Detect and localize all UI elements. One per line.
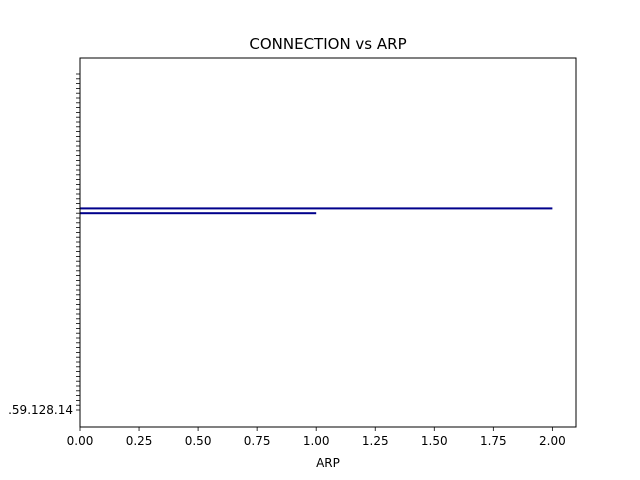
x-tick-label: 1.00 bbox=[303, 434, 330, 448]
chart-title: CONNECTION vs ARP bbox=[249, 35, 406, 53]
x-axis-label: ARP bbox=[316, 456, 340, 470]
y-axis: .59.128.14 bbox=[8, 73, 80, 417]
x-tick-label: 1.75 bbox=[480, 434, 507, 448]
bar bbox=[80, 212, 317, 215]
x-tick-label: 2.00 bbox=[539, 434, 566, 448]
x-tick-label: 0.50 bbox=[185, 434, 212, 448]
x-tick-label: 0.00 bbox=[67, 434, 94, 448]
x-tick-label: 1.50 bbox=[421, 434, 448, 448]
x-tick-label: 0.75 bbox=[244, 434, 271, 448]
bar bbox=[80, 207, 553, 210]
y-tick-label: .59.128.14 bbox=[8, 403, 73, 417]
x-tick-label: 1.25 bbox=[362, 434, 389, 448]
x-tick-label: 0.25 bbox=[126, 434, 153, 448]
plot-frame bbox=[79, 57, 577, 428]
bar-series bbox=[80, 207, 553, 215]
x-axis: 0.00 0.25 0.50 0.75 1.00 1.25 1.50 1.75 2.00 bbox=[67, 427, 566, 448]
